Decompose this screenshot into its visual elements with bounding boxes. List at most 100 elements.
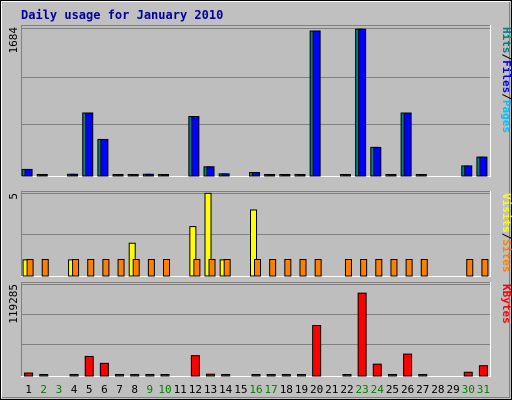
kbytes-bar-day-5	[84, 355, 94, 377]
sites-bar-day-17	[269, 259, 277, 277]
files-bar-day-4	[70, 173, 79, 177]
files-bar-day-30	[464, 165, 473, 177]
kbytes-bar-day-25	[387, 374, 397, 377]
kbytes-bar-day-26	[403, 353, 413, 377]
files-bar-day-2	[39, 174, 48, 177]
files-bar-day-13	[206, 166, 215, 177]
sites-bar-day-1	[26, 259, 34, 277]
sites-bar-day-8	[132, 259, 140, 277]
x-tick-label-day-20: 20	[310, 383, 323, 396]
sites-bar-day-24	[375, 259, 383, 277]
x-tick-label-day-23: 23	[356, 383, 369, 396]
x-tick-label-day-7: 7	[116, 383, 123, 396]
panel-kbytes: 119285 KBytes	[7, 282, 512, 377]
kbytes-bar-day-12	[190, 355, 200, 377]
visits-bar-day-13	[204, 192, 212, 277]
kbytes-bar-day-20	[312, 325, 322, 377]
sites-bar-day-14	[223, 259, 231, 277]
x-tick-label-day-1: 1	[25, 383, 32, 396]
x-tick-label-day-5: 5	[86, 383, 93, 396]
visits-bar-day-12	[189, 226, 197, 277]
sites-bar-day-27	[420, 259, 428, 277]
kbytes-bar-day-19	[296, 374, 306, 377]
series-legend: Hits/Files/Pages	[500, 27, 512, 133]
series-legend: KBytes	[500, 284, 512, 324]
sites-bar-day-10	[163, 259, 171, 277]
legend-entry: Files	[500, 60, 512, 93]
kbytes-bar-day-9	[145, 374, 155, 377]
sites-bar-day-25	[390, 259, 398, 277]
files-bar-day-31	[479, 156, 488, 177]
y-max-label: 1684	[7, 27, 20, 54]
x-tick-label-day-19: 19	[295, 383, 308, 396]
sites-bar-day-9	[147, 259, 155, 277]
sites-bar-day-26	[405, 259, 413, 277]
y-max-label: 5	[7, 193, 20, 200]
legend-entry: Visits	[500, 193, 512, 233]
files-bar-day-1	[24, 168, 33, 177]
x-tick-label-day-11: 11	[174, 383, 187, 396]
files-bar-day-7	[115, 174, 124, 177]
kbytes-bar-day-23	[357, 292, 367, 377]
x-tick-label-day-13: 13	[204, 383, 217, 396]
x-tick-label-day-18: 18	[280, 383, 293, 396]
kbytes-bar-day-14	[221, 374, 231, 377]
x-tick-label-day-26: 26	[401, 383, 414, 396]
sites-bar-day-4	[72, 259, 80, 277]
x-tick-label-day-28: 28	[431, 383, 444, 396]
kbytes-bar-day-4	[69, 374, 79, 377]
kbytes-bar-day-8	[130, 374, 140, 377]
files-bar-day-8	[130, 174, 139, 177]
x-tick-label-day-27: 27	[416, 383, 429, 396]
kbytes-bar-day-13	[206, 373, 216, 377]
kbytes-bar-day-1	[24, 372, 34, 377]
x-tick-label-day-6: 6	[101, 383, 108, 396]
legend-entry: Hits	[500, 27, 512, 54]
files-bar-day-23	[358, 28, 367, 177]
files-bar-day-17	[267, 174, 276, 177]
files-bar-day-25	[388, 174, 397, 177]
x-tick-label-day-12: 12	[189, 383, 202, 396]
files-bar-day-5	[85, 112, 94, 177]
kbytes-bar-day-30	[463, 371, 473, 377]
sites-bar-day-30	[466, 259, 474, 277]
kbytes-bar-day-27	[418, 374, 428, 377]
sites-bar-day-6	[102, 259, 110, 277]
x-tick-label-day-30: 30	[462, 383, 475, 396]
files-bar-day-9	[145, 173, 154, 177]
x-tick-label-day-4: 4	[71, 383, 78, 396]
kbytes-bar-day-16	[251, 374, 261, 377]
sites-bar-day-31	[481, 259, 489, 277]
x-tick-label-day-21: 21	[325, 383, 338, 396]
x-tick-label-day-31: 31	[477, 383, 490, 396]
x-tick-label-day-8: 8	[131, 383, 138, 396]
x-tick-label-day-2: 2	[40, 383, 47, 396]
kbytes-bar-day-31	[478, 365, 488, 377]
files-bar-day-16	[252, 172, 260, 177]
panel-visits-sites: 5 Visits/Sites	[7, 191, 512, 277]
legend-entry: Pages	[500, 100, 512, 133]
x-tick-label-day-22: 22	[340, 383, 353, 396]
sites-bar-day-19	[299, 259, 307, 277]
chart-title: Daily usage for January 2010	[21, 8, 223, 22]
x-tick-label-day-14: 14	[219, 383, 233, 396]
sites-bar-day-16	[254, 259, 261, 277]
kbytes-bar-day-17	[266, 374, 276, 377]
files-bar-day-6	[100, 138, 109, 177]
sites-bar-day-12	[193, 259, 201, 277]
sites-bar-day-7	[117, 259, 125, 277]
y-max-label: 119285	[7, 284, 20, 324]
legend-entry: Sites	[500, 239, 512, 272]
files-bar-day-22	[342, 174, 351, 177]
sites-bar-day-23	[360, 259, 368, 277]
files-bar-day-18	[282, 174, 291, 177]
legend-entry: KBytes	[500, 284, 512, 324]
sites-bar-day-13	[208, 259, 216, 277]
series-legend: Visits/Sites	[500, 193, 512, 273]
kbytes-bar-day-18	[281, 374, 291, 377]
x-tick-label-day-29: 29	[446, 383, 459, 396]
files-bar-day-12	[191, 116, 200, 177]
x-axis: 1 2 3 4 5 6 7 8 9 10 11 12 13 14 15 16 17 18 19 20 21 22 23 24 2…	[25, 383, 490, 396]
